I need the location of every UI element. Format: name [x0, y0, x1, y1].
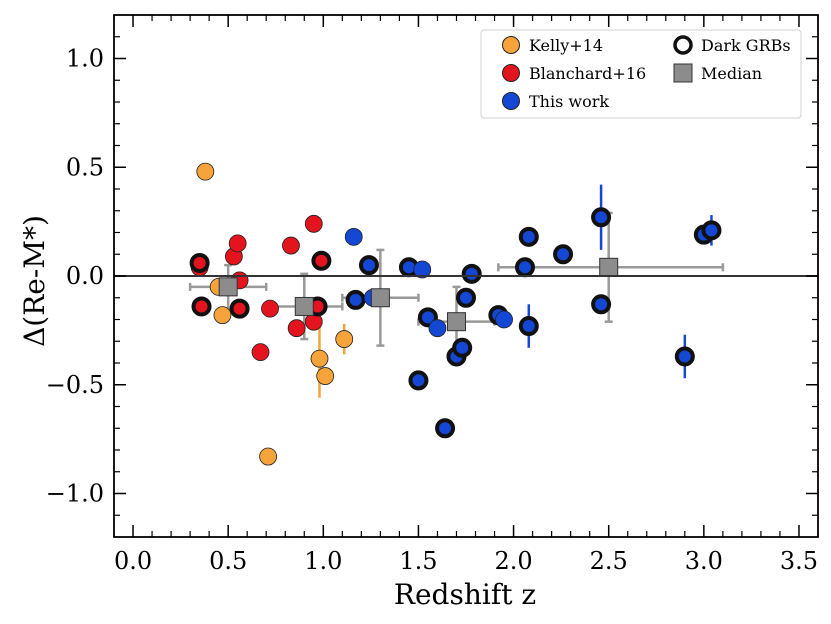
this_work-point — [344, 227, 363, 246]
blanchard-point — [228, 234, 247, 253]
kelly-point — [310, 349, 329, 368]
x-tick-label: 3.5 — [780, 547, 818, 575]
this_work-dark-point — [674, 346, 695, 367]
legend-label-kelly: Kelly+14 — [529, 36, 603, 55]
x-tick-label: 0.5 — [209, 547, 247, 575]
this_work-point — [495, 310, 513, 329]
blanchard-dark-point — [311, 250, 332, 271]
legend-box — [480, 29, 802, 119]
kelly-point — [316, 367, 335, 385]
y-tick-label: 0.5 — [66, 153, 104, 181]
this_work-dark-point — [591, 294, 612, 315]
this_work-dark-point — [514, 257, 535, 278]
y-tick-labels: 1.0 0.5 0.0 −0.5 −1.0 — [46, 45, 104, 508]
blanchard-dark-point — [229, 298, 250, 319]
kelly-point — [259, 447, 278, 466]
legend-marker-median — [673, 63, 693, 83]
this_work-point — [413, 260, 432, 279]
legend-label-dark: Dark GRBs — [701, 36, 791, 55]
median-markers — [218, 257, 619, 332]
legend-label-this-work: This work — [529, 92, 609, 111]
this_work-dark-point — [358, 255, 379, 276]
legend: Kelly+14 Blanchard+16 This work Dark GRB… — [480, 29, 802, 119]
median-marker — [370, 288, 390, 308]
this_work-dark-point — [701, 220, 722, 241]
blanchard-dark-point — [191, 296, 212, 317]
legend-marker-this-work — [502, 92, 520, 110]
legend-label-median: Median — [701, 64, 762, 83]
median-error-bars — [188, 211, 725, 358]
this_work-point — [428, 319, 447, 338]
x-tick-label: 3.0 — [685, 547, 723, 575]
y-tick-label: 0.0 — [66, 262, 104, 290]
blanchard-point — [282, 236, 300, 255]
axis-ticks — [113, 15, 819, 537]
this_work-dark-point — [518, 316, 539, 337]
this_work-dark-point — [456, 287, 476, 308]
this_work-dark-point — [461, 263, 482, 284]
data-points — [189, 162, 722, 466]
kelly-point — [213, 306, 232, 325]
median-marker — [294, 296, 314, 316]
this_work-dark-point — [518, 226, 539, 247]
median-marker — [446, 312, 466, 332]
this_work-dark-point — [408, 370, 429, 391]
median-marker — [599, 257, 619, 277]
kelly-point — [196, 162, 215, 181]
this_work-dark-point — [452, 337, 473, 358]
this_work-dark-point — [345, 289, 366, 310]
x-tick-label: 0.0 — [114, 547, 152, 575]
y-tick-label: 1.0 — [66, 45, 104, 73]
kelly-point — [335, 330, 354, 348]
blanchard-point — [304, 214, 323, 233]
this_work-dark-point — [553, 244, 574, 265]
legend-marker-dark — [673, 35, 693, 55]
legend-marker-blanchard — [502, 64, 520, 82]
x-tick-labels: 0.0 0.5 1.0 1.5 2.0 2.5 3.0 3.5 — [114, 547, 818, 575]
blanchard-point — [261, 299, 279, 318]
x-tick-label: 1.0 — [304, 547, 342, 575]
y-tick-label: −0.5 — [46, 371, 104, 399]
legend-label-blanchard: Blanchard+16 — [529, 64, 646, 83]
blanchard-point — [287, 319, 306, 338]
blanchard-point — [251, 343, 270, 362]
this_work-dark-point — [435, 418, 456, 439]
x-tick-label: 2.0 — [494, 547, 532, 575]
x-tick-label: 2.5 — [590, 547, 628, 575]
legend-marker-kelly — [502, 36, 520, 54]
y-tick-label: −1.0 — [46, 480, 104, 508]
median-marker — [218, 277, 238, 297]
blanchard-dark-point — [189, 252, 210, 273]
x-tick-label: 1.5 — [399, 547, 437, 575]
x-axis-label: Redshift z — [394, 578, 536, 611]
y-axis-label: Δ(Re-M*) — [18, 215, 51, 347]
this_work-dark-point — [591, 207, 612, 228]
